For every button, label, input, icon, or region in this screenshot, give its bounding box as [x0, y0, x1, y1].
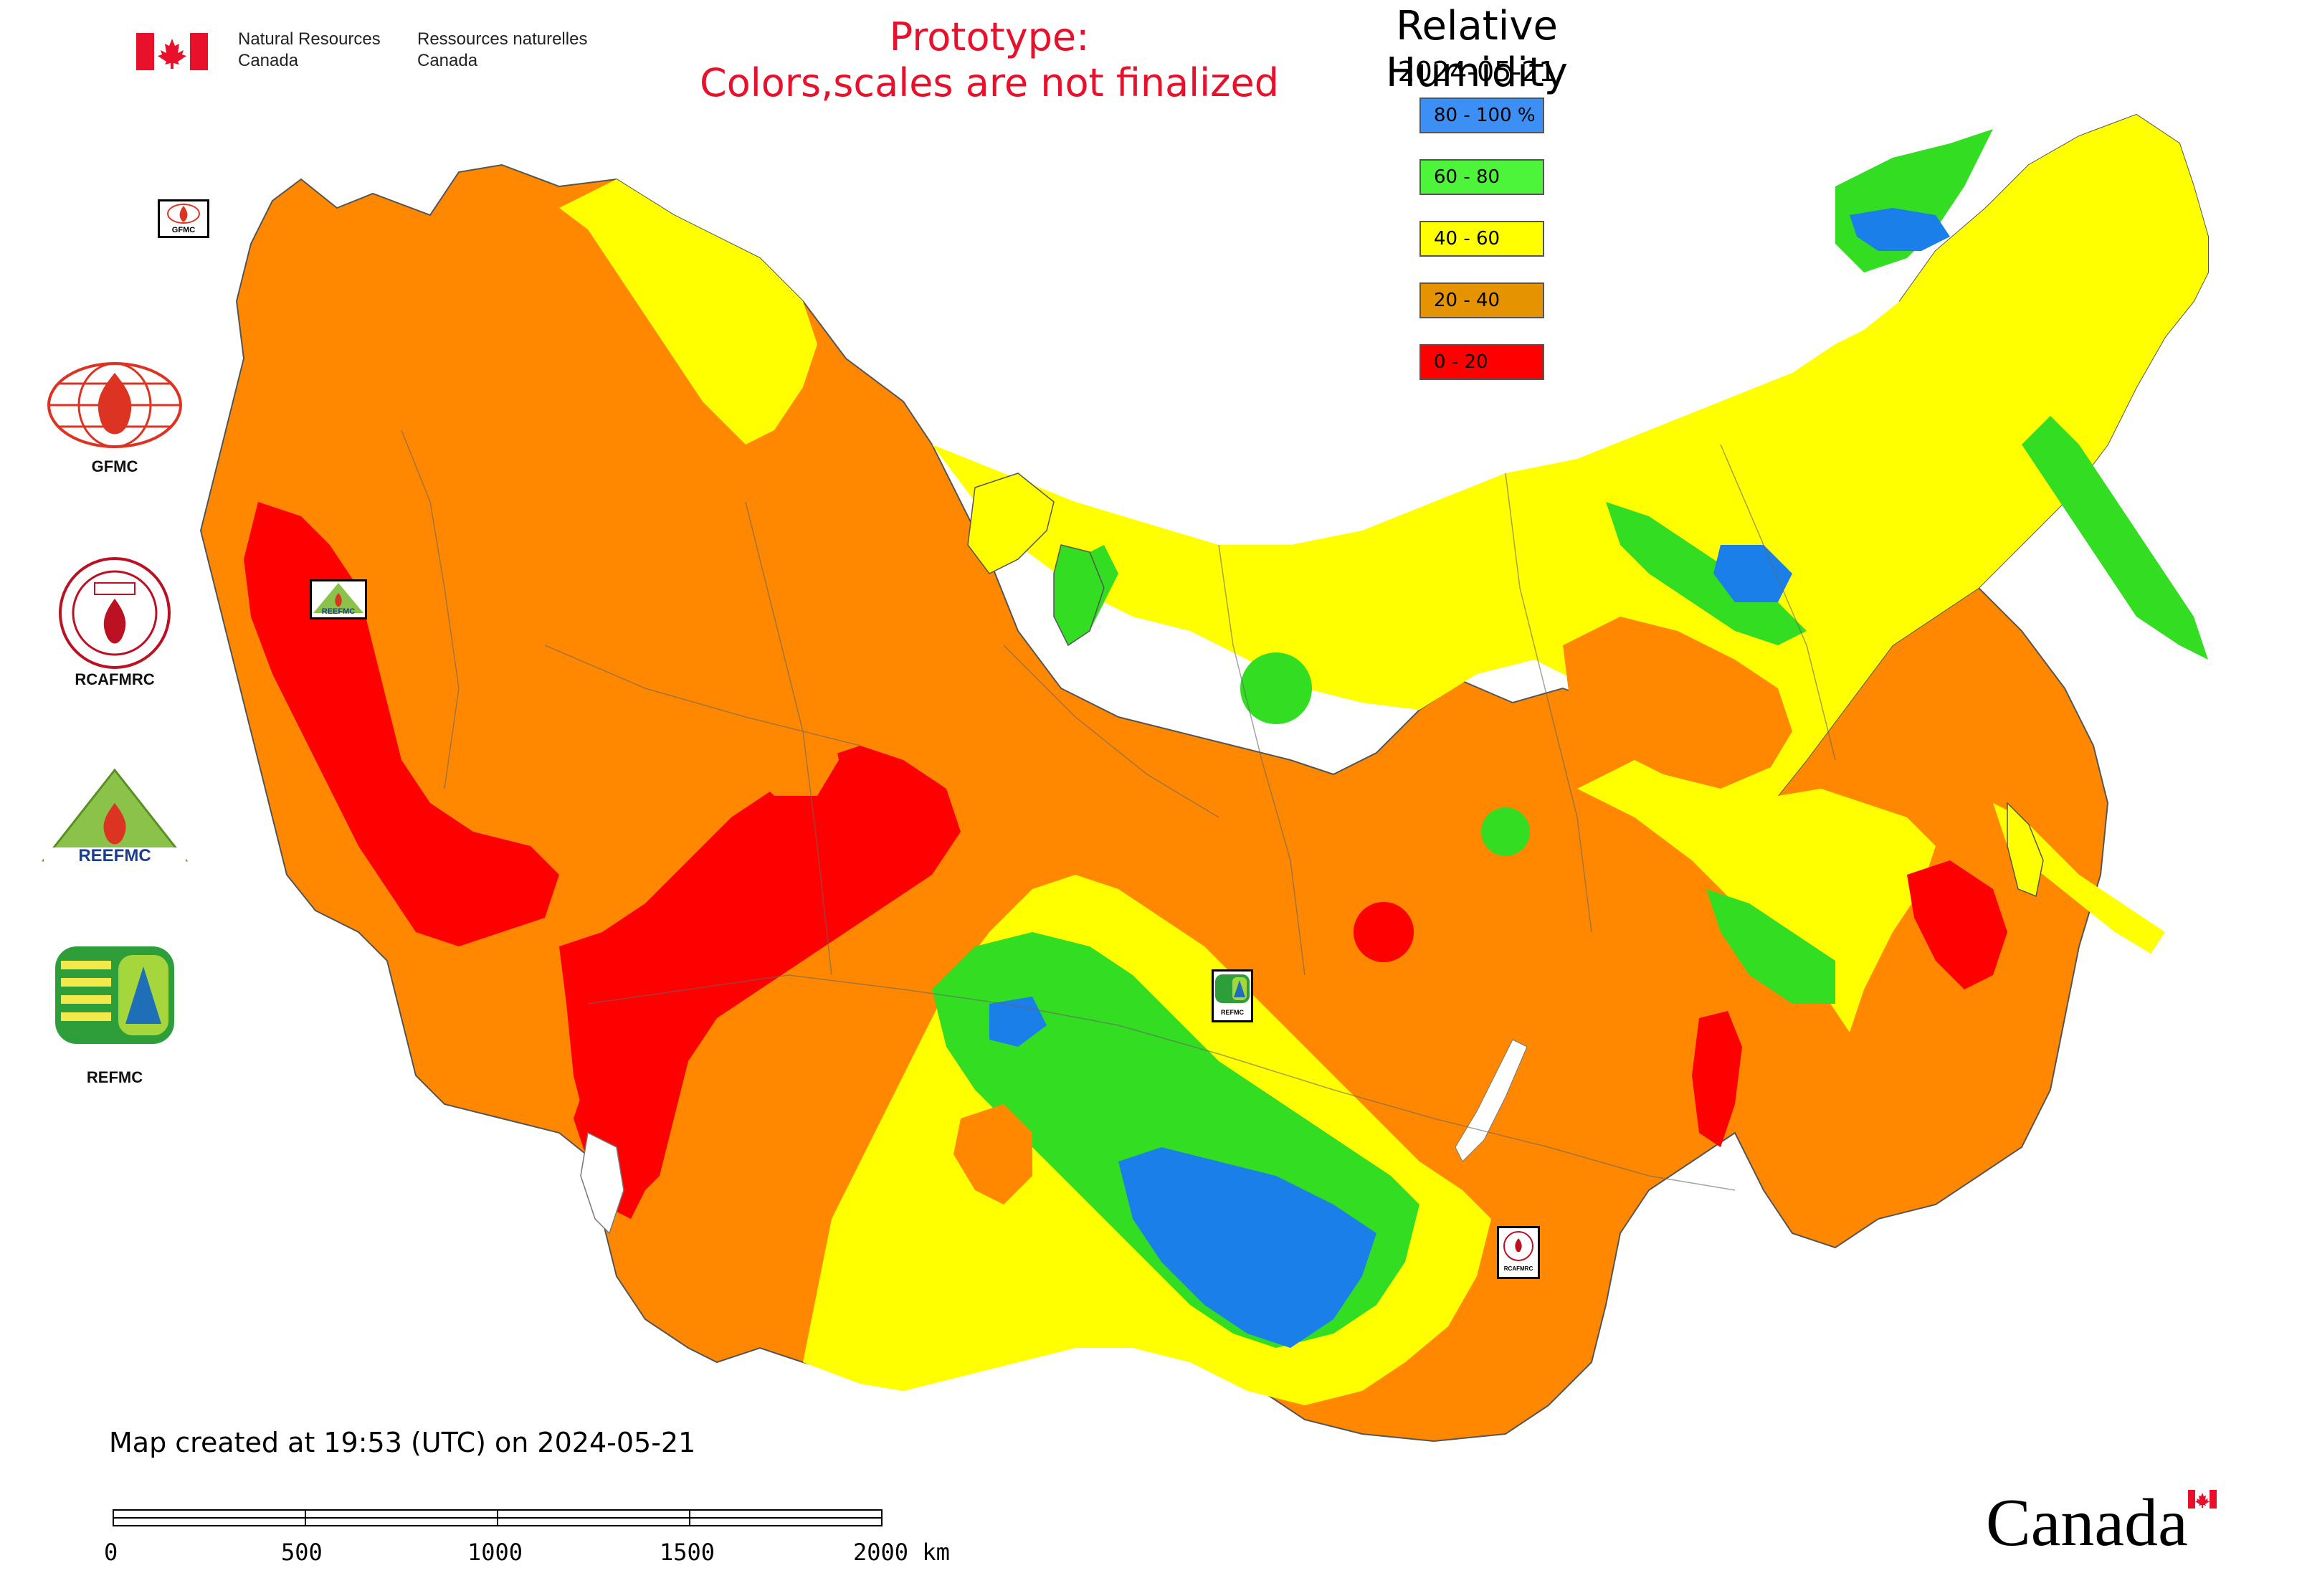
canada-wordmark-text: Canada: [1986, 1486, 2188, 1560]
scale-bar: [113, 1509, 883, 1526]
scale-label-2000km: 2000 km: [853, 1539, 950, 1566]
humidity-zone-green-amur: [1706, 889, 1835, 1004]
humidity-zone-red-central-siberia: [1354, 902, 1414, 962]
humidity-zone-green-taimyr-spot: [1240, 652, 1312, 724]
gfmc-logo-icon: [47, 362, 182, 448]
scale-label-0: 0: [104, 1539, 118, 1566]
gfmc-marker-icon: [167, 204, 200, 224]
marker-label-reefmc: REEFMC: [321, 607, 356, 616]
legend-item-60-80: 60 - 80: [1419, 159, 1544, 195]
svg-text:REEFMC: REEFMC: [78, 846, 151, 865]
prototype-line2: Colors,scales are not finalized: [700, 60, 1279, 105]
dept-name-en-line1: Natural Resources: [238, 29, 381, 49]
map-marker-refmc[interactable]: REFMC: [1212, 969, 1253, 1022]
legend-label: 0 - 20: [1434, 351, 1488, 373]
prototype-notice: Prototype: Colors,scales are not finaliz…: [645, 14, 1333, 106]
map-marker-gfmc[interactable]: GFMC: [158, 199, 209, 238]
admin-boundaries: [401, 429, 1836, 1191]
humidity-zone-green-siberia-spot: [1481, 807, 1530, 856]
org-label-gfmc: GFMC: [91, 457, 138, 475]
humidity-zone-yellow-okhotsk: [1993, 803, 2165, 954]
humidity-zone-orange-yakutia: [1563, 617, 1792, 789]
marker-label-rcafmrc: RCAFMRC: [1503, 1265, 1533, 1272]
humidity-zone-red-far-east: [1907, 860, 2007, 989]
humidity-zone-blue-kolyma: [1713, 545, 1792, 602]
legend-item-0-20: 0 - 20: [1419, 344, 1544, 380]
map-created-text: Map created at 19:53 (UTC) on 2024-05-21: [109, 1427, 696, 1458]
legend-label: 20 - 40: [1434, 290, 1500, 311]
humidity-zone-red-volga-ural: [559, 746, 961, 1205]
org-rcafmrc: RCAFMRC: [36, 556, 194, 692]
humidity-zone-green-kolyma: [1606, 502, 1807, 645]
org-gfmc: GFMC: [36, 358, 194, 480]
org-reefmc: REEFMC: [36, 767, 194, 882]
legend: 80 - 100 % 60 - 80 40 - 60 20 - 40 0 - 2…: [1419, 98, 1549, 384]
scale-label-500: 500: [281, 1539, 323, 1566]
humidity-zone-yellow-north: [932, 115, 2208, 796]
humidity-zone-orange-taimyr: [746, 703, 839, 796]
humidity-zone-yellow-kola: [559, 179, 817, 445]
marker-label-gfmc: GFMC: [171, 226, 196, 234]
legend-item-40-60: 40 - 60: [1419, 221, 1544, 257]
humidity-zone-blue-altai: [1118, 1147, 1376, 1348]
dept-name-fr-line2: Canada: [417, 51, 478, 70]
sakhalin-island: [2007, 802, 2044, 898]
wordmark-flag-icon: [2188, 1490, 2217, 1509]
canada-flag-icon: [136, 33, 208, 70]
scale-label-1500: 1500: [660, 1539, 715, 1566]
humidity-zone-yellow-east: [1577, 746, 1936, 1032]
reefmc-logo-icon: REEFMC: [41, 768, 189, 865]
humidity-zone-orange-kazakh: [953, 1104, 1032, 1205]
legend-label: 40 - 60: [1434, 228, 1500, 250]
map-title: Relative Humidity: [1386, 3, 1568, 96]
dept-name-fr-line1: Ressources naturelles: [417, 29, 588, 49]
novaya-zemlya-island: [967, 472, 1055, 574]
severnaya-island: [1053, 544, 1105, 647]
canada-wordmark: Canada: [1986, 1484, 2230, 1563]
prototype-line1: Prototype:: [889, 14, 1090, 60]
lake-baikal: [1455, 1039, 1528, 1162]
org-label-rcafmrc: RCAFMRC: [75, 670, 155, 688]
map-marker-rcafmrc[interactable]: RCAFMRC: [1497, 1226, 1540, 1279]
refmc-marker-icon: [1215, 974, 1250, 1003]
marker-label-refmc: REFMC: [1221, 1009, 1244, 1016]
rcafmrc-marker-icon: [1503, 1231, 1533, 1261]
caspian-sea: [580, 1131, 624, 1235]
reefmc-marker-icon: [313, 583, 363, 613]
humidity-zone-green-kamchatka: [2022, 416, 2208, 660]
nrcan-signature: Natural Resources Canada Ressources natu…: [136, 29, 595, 79]
refmc-logo-icon: [55, 946, 174, 1044]
legend-label: 60 - 80: [1434, 166, 1500, 188]
map-date: 2024-05-21: [1397, 56, 1556, 87]
rcafmrc-logo-icon: [59, 557, 171, 669]
map-marker-reefmc[interactable]: REEFMC: [310, 579, 367, 619]
legend-item-80-100: 80 - 100 %: [1419, 98, 1544, 133]
humidity-zone-red-primorye: [1692, 1011, 1742, 1147]
scale-label-1000: 1000: [467, 1539, 523, 1566]
dept-name-en-line2: Canada: [238, 51, 299, 70]
org-refmc: REFMC: [36, 945, 194, 1088]
humidity-zone-blue-chukotka: [1850, 208, 1950, 251]
legend-label: 80 - 100 %: [1434, 105, 1536, 126]
legend-item-20-40: 20 - 40: [1419, 282, 1544, 318]
org-label-refmc: REFMC: [86, 1068, 143, 1086]
